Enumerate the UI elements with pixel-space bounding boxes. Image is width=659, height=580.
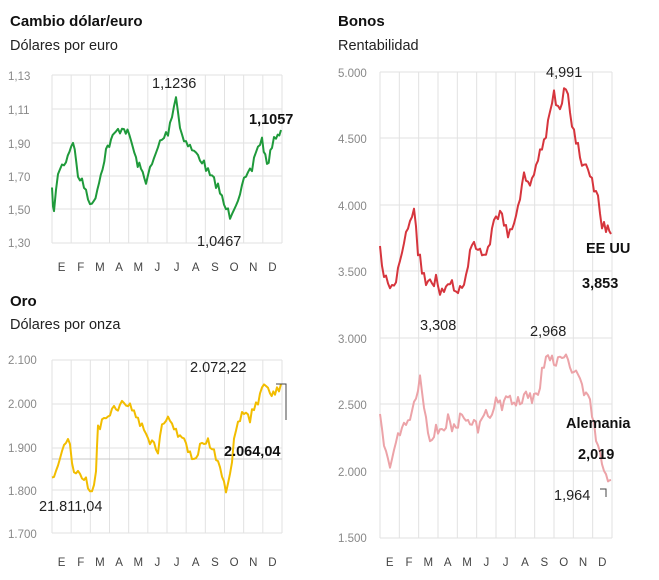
x-tick-label: E (58, 557, 66, 569)
y-tick-label: 2.500 (338, 400, 367, 412)
annotation-de-min: 1,964 (554, 488, 590, 504)
y-tick-label: 1,50 (8, 205, 30, 217)
y-tick-label: 1.700 (8, 529, 37, 541)
x-tick-label: E (58, 262, 66, 274)
x-tick-label: M (462, 557, 472, 569)
x-tick-label: M (133, 262, 143, 274)
y-tick-label: 5.000 (338, 68, 367, 80)
series-label-ee-uu: EE UU (586, 241, 630, 257)
x-tick-label: J (155, 262, 161, 274)
x-tick-label: M (424, 557, 434, 569)
x-tick-label: A (192, 262, 200, 274)
annotation-us-max: 4,991 (546, 65, 582, 81)
series-label-alemania: Alemania (566, 416, 631, 432)
chart-title: Bonos (338, 13, 385, 30)
annotation-max: 2.072,22 (190, 360, 246, 376)
chart-bonos: Bonos Rentabilidad 5.000 4.500 4.000 3.5… (338, 13, 631, 569)
annotation-min: 1,0467 (197, 234, 241, 250)
x-tick-label: D (598, 557, 606, 569)
y-tick-label: 4.000 (338, 201, 367, 213)
chart-oro: Oro Dólares por onza 2.100 2.000 1.900 1… (8, 293, 287, 569)
x-tick-label: F (405, 557, 412, 569)
y-tick-label: 1,30 (8, 238, 30, 250)
x-tick-label: N (579, 557, 587, 569)
annotation-us-min: 3,308 (420, 318, 456, 334)
x-tick-label: S (540, 557, 548, 569)
chart-title: Oro (10, 293, 37, 310)
x-tick-label: J (483, 557, 489, 569)
y-tick-label: 4.500 (338, 134, 367, 146)
x-tick-label: E (386, 557, 394, 569)
x-tick-label: O (230, 262, 239, 274)
x-tick-label: M (133, 557, 143, 569)
x-tick-label: D (268, 557, 276, 569)
x-tick-label: N (249, 262, 257, 274)
annotation-de-last: 2,019 (578, 447, 614, 463)
x-tick-label: O (230, 557, 239, 569)
y-tick-label: 2.100 (8, 355, 37, 367)
x-tick-label: A (115, 557, 123, 569)
y-tick-label: 1.900 (8, 443, 37, 455)
series-line-ee-uu (379, 87, 612, 296)
annotation-min: 21.811,04 (39, 499, 102, 515)
y-tick-labels: 1,13 1,11 1,90 1,70 1,50 1,30 (8, 71, 30, 250)
x-tick-label: F (77, 557, 84, 569)
x-tick-label: O (559, 557, 568, 569)
annotation-leader (276, 383, 287, 420)
annotation-de-max: 2,968 (530, 324, 566, 340)
x-tick-label: A (192, 557, 200, 569)
x-tick-label: A (115, 262, 123, 274)
y-tick-label: 1,90 (8, 139, 30, 151)
x-tick-label: A (521, 557, 529, 569)
chart-title: Cambio dólar/euro (10, 13, 143, 30)
x-tick-label: N (249, 557, 257, 569)
y-tick-label: 3.000 (338, 334, 367, 346)
y-tick-label: 1,13 (8, 71, 30, 83)
annotation-leader (600, 488, 607, 497)
chart-cambio: Cambio dólar/euro Dólares por euro 1,13 … (8, 13, 293, 274)
gridlines (51, 74, 283, 244)
gridlines (51, 359, 283, 534)
chart-subtitle: Rentabilidad (338, 38, 419, 54)
x-tick-label: A (444, 557, 452, 569)
x-tick-label: M (95, 557, 105, 569)
y-tick-label: 1,70 (8, 172, 30, 184)
chart-subtitle: Dólares por onza (10, 317, 121, 333)
x-tick-label: J (155, 557, 161, 569)
x-tick-label: S (211, 557, 219, 569)
x-tick-label: M (95, 262, 105, 274)
x-tick-label: D (268, 262, 276, 274)
series-line-oro (51, 383, 282, 494)
series-line-cambio (51, 96, 282, 220)
annotation-us-last: 3,853 (582, 276, 618, 292)
y-tick-label: 1.500 (338, 533, 367, 545)
y-tick-label: 1.800 (8, 486, 37, 498)
y-tick-label: 1,11 (8, 105, 30, 117)
x-tick-label: J (503, 557, 509, 569)
x-tick-label: J (174, 262, 180, 274)
chart-subtitle: Dólares por euro (10, 38, 118, 54)
x-tick-label: J (174, 557, 180, 569)
y-tick-labels: 2.100 2.000 1.900 1.800 1.700 (8, 355, 37, 541)
annotation-max: 1,1236 (152, 76, 196, 92)
y-tick-label: 2.000 (8, 399, 37, 411)
y-tick-label: 3.500 (338, 267, 367, 279)
annotation-last: 1,1057 (249, 112, 293, 128)
x-tick-label: F (77, 262, 84, 274)
series-line-alemania (379, 353, 612, 483)
y-tick-label: 2.000 (338, 467, 367, 479)
y-tick-labels: 5.000 4.500 4.000 3.500 3.000 2.500 2.00… (338, 68, 367, 545)
annotation-last: 2.064,04 (224, 444, 280, 460)
x-tick-label: S (211, 262, 219, 274)
gridlines (379, 71, 613, 539)
